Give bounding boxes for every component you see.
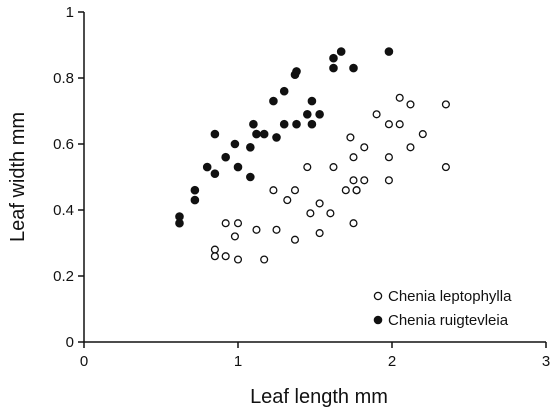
data-point-leptophylla: [360, 143, 369, 152]
data-point-leptophylla: [303, 163, 312, 172]
y-tick-label: 0.2: [53, 268, 74, 285]
data-point-ruigtevleia: [246, 172, 255, 182]
data-point-ruigtevleia: [279, 86, 289, 96]
data-point-leptophylla: [283, 196, 292, 205]
data-point-leptophylla: [290, 186, 300, 195]
data-point-leptophylla: [349, 153, 358, 162]
data-point-ruigtevleia: [233, 162, 243, 172]
legend-marker-open-circle: [373, 291, 383, 301]
legend: Chenia leptophylla Chenia ruigtevleia: [373, 288, 512, 329]
data-point-leptophylla: [395, 93, 404, 102]
data-point-ruigtevleia: [292, 119, 301, 129]
data-point-ruigtevleia: [329, 53, 338, 63]
data-point-leptophylla: [233, 255, 243, 264]
data-point-ruigtevleia: [279, 119, 289, 129]
data-point-ruigtevleia: [329, 63, 338, 73]
data-point-leptophylla: [441, 100, 450, 109]
x-tick-label: 2: [388, 353, 396, 370]
x-axis-title: Leaf length mm: [250, 386, 388, 408]
data-point-ruigtevleia: [190, 195, 200, 205]
data-point-ruigtevleia: [210, 169, 220, 178]
data-point-ruigtevleia: [259, 129, 269, 139]
data-point-ruigtevleia: [210, 129, 220, 139]
data-point-ruigtevleia: [269, 96, 278, 106]
y-tick-label: 0: [66, 334, 74, 351]
data-point-leptophylla: [441, 163, 450, 172]
data-point-ruigtevleia: [336, 47, 346, 56]
data-point-leptophylla: [315, 229, 324, 238]
data-point-leptophylla: [290, 235, 300, 244]
data-point-leptophylla: [272, 225, 281, 234]
y-tick-label: 0.6: [53, 136, 74, 153]
data-point-ruigtevleia: [272, 133, 281, 142]
data-point-leptophylla: [349, 176, 358, 185]
data-points: [175, 47, 450, 264]
data-point-leptophylla: [346, 133, 355, 142]
legend-label-ruigtevleia: Chenia ruigtevleia: [388, 312, 509, 329]
data-point-leptophylla: [395, 120, 404, 129]
data-point-leptophylla: [315, 199, 324, 208]
data-point-leptophylla: [352, 186, 361, 195]
legend-label-leptophylla: Chenia leptophylla: [388, 288, 512, 305]
data-point-ruigtevleia: [246, 143, 255, 152]
data-point-ruigtevleia: [175, 218, 184, 228]
data-point-leptophylla: [418, 130, 427, 139]
data-point-ruigtevleia: [303, 110, 312, 119]
x-tick-label: 0: [80, 353, 88, 370]
data-point-leptophylla: [360, 176, 369, 185]
data-point-leptophylla: [269, 186, 278, 195]
data-point-ruigtevleia: [230, 139, 240, 149]
data-point-leptophylla: [329, 163, 338, 172]
data-point-leptophylla: [210, 252, 219, 261]
plot-area: 0 1 2 3 0 0.2 0.4 0.6 0.8 1: [53, 4, 550, 370]
data-point-ruigtevleia: [252, 129, 261, 139]
data-point-leptophylla: [326, 209, 335, 218]
data-point-ruigtevleia: [349, 63, 358, 73]
data-point-ruigtevleia: [384, 47, 394, 56]
y-tick-label: 0.4: [53, 202, 74, 219]
y-axis-title: Leaf width mm: [7, 112, 29, 242]
legend-marker-filled-circle: [373, 315, 383, 325]
data-point-leptophylla: [221, 219, 230, 228]
data-point-leptophylla: [233, 219, 243, 228]
y-tick-label: 0.8: [53, 70, 74, 87]
data-point-leptophylla: [384, 120, 393, 129]
data-point-ruigtevleia: [221, 152, 230, 162]
data-point-leptophylla: [210, 245, 219, 254]
data-point-ruigtevleia: [190, 185, 200, 195]
data-point-ruigtevleia: [292, 67, 301, 76]
data-point-leptophylla: [221, 252, 230, 261]
data-point-leptophylla: [230, 232, 239, 241]
y-tick-label: 1: [66, 4, 74, 21]
data-point-ruigtevleia: [202, 162, 212, 172]
data-point-leptophylla: [384, 176, 393, 185]
x-tick-label: 1: [234, 353, 242, 370]
data-point-ruigtevleia: [307, 96, 317, 106]
data-point-leptophylla: [406, 100, 415, 109]
data-point-leptophylla: [252, 225, 261, 234]
x-tick-label: 3: [542, 353, 550, 370]
data-point-leptophylla: [384, 153, 393, 162]
data-point-leptophylla: [372, 110, 381, 119]
data-point-leptophylla: [406, 143, 415, 152]
data-point-ruigtevleia: [249, 119, 258, 129]
data-point-leptophylla: [341, 186, 350, 195]
data-point-leptophylla: [306, 209, 315, 218]
data-point-ruigtevleia: [315, 110, 324, 119]
y-ticks: 0 0.2 0.4 0.6 0.8 1: [53, 4, 84, 351]
data-point-leptophylla: [349, 219, 358, 228]
x-ticks: 0 1 2 3: [80, 342, 550, 370]
data-point-ruigtevleia: [307, 119, 317, 129]
data-point-leptophylla: [260, 255, 269, 264]
